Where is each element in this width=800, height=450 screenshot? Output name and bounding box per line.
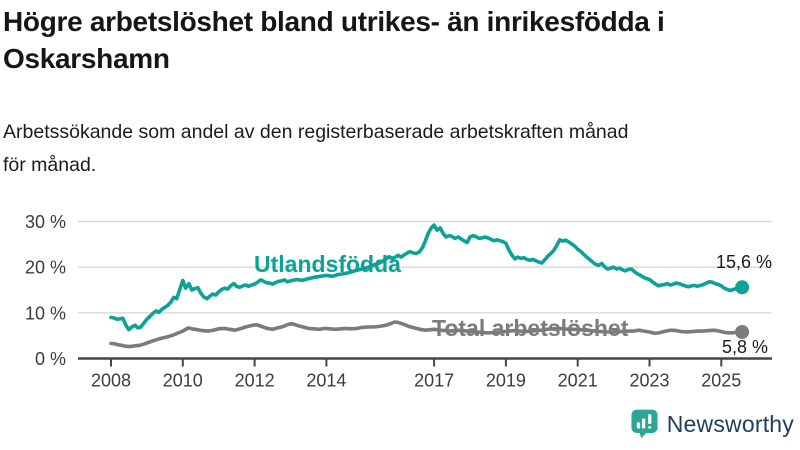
series-end-dot-total-arbetsloshet — [735, 325, 750, 339]
x-tick-label-2008: 2008 — [91, 371, 131, 391]
newsworthy-logo: Newsworthy — [631, 409, 794, 439]
x-tick-label-2012: 2012 — [235, 371, 275, 391]
series-line-utlandsfodda — [109, 223, 744, 332]
x-tick-label-2019: 2019 — [486, 371, 526, 391]
series-end-dot-utlandsfodda — [735, 280, 750, 295]
newsworthy-logo-icon — [631, 409, 658, 439]
x-tick-label-2017: 2017 — [414, 371, 454, 391]
y-tick-label-10: 10 % — [25, 303, 66, 323]
y-tick-label-0: 0 % — [35, 349, 66, 369]
y-tick-label-20: 20 % — [25, 258, 66, 278]
newsworthy-logo-text: Newsworthy — [666, 410, 794, 437]
series-label-utlandsfodda: Utlandsfödda — [254, 251, 401, 277]
end-value-label-total: 5,8 % — [721, 337, 768, 357]
series-line-total-arbetsloshet — [109, 320, 744, 349]
end-value-label-utlandsfodda: 15,6 % — [715, 252, 772, 272]
x-tick-label-2010: 2010 — [163, 371, 203, 391]
y-tick-label-30: 30 % — [25, 212, 66, 232]
x-tick-label-2021: 2021 — [558, 371, 598, 391]
series-label-total-arbetsloshet: Total arbetslöshet — [432, 315, 629, 341]
subtitle: Arbetssökande som andel av den registerb… — [3, 121, 629, 176]
x-tick-label-2025: 2025 — [701, 371, 741, 391]
x-tick-label-2014: 2014 — [306, 371, 346, 391]
x-tick-label-2023: 2023 — [629, 371, 669, 391]
headline: Högre arbetslöshet bland utrikes- än inr… — [3, 6, 665, 74]
